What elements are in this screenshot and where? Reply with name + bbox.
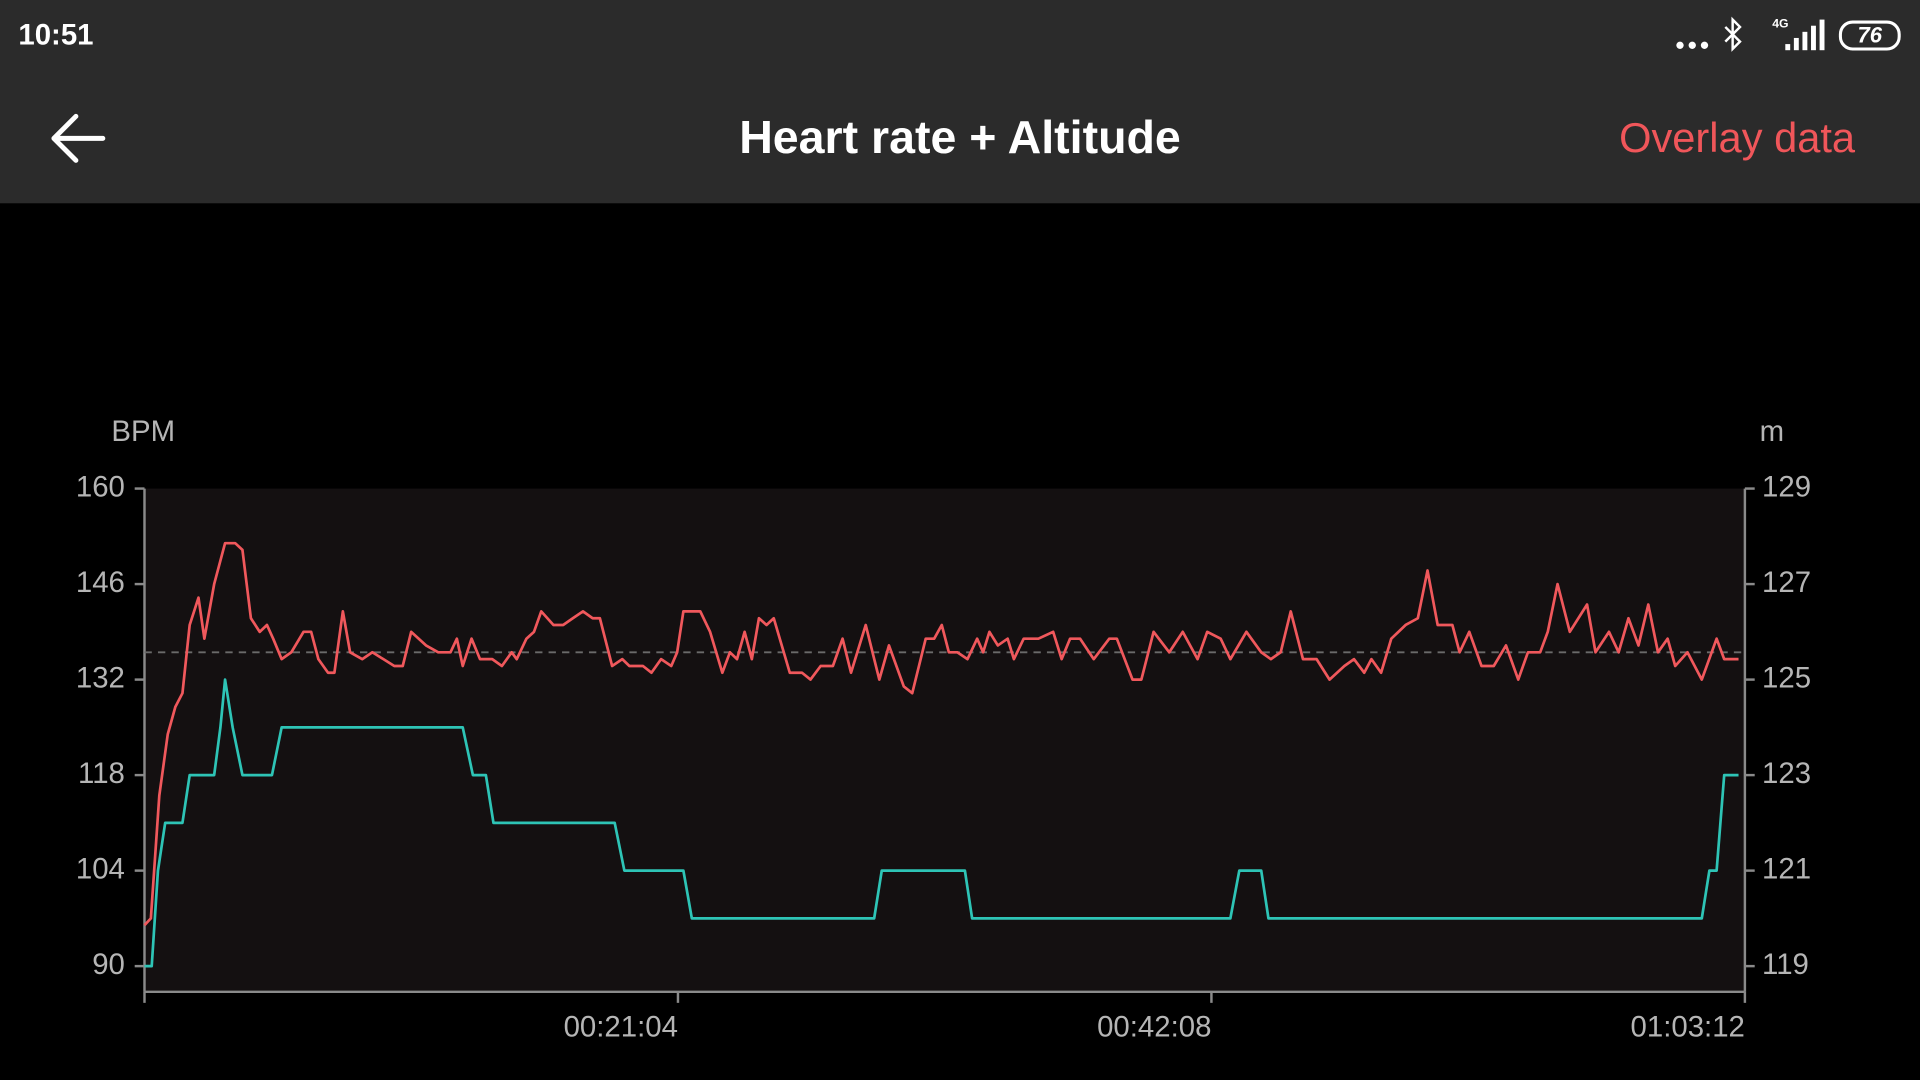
y-tick-label: 132 [76,661,125,694]
y-tick-label: 118 [78,757,125,790]
y2-tick-label: 127 [1762,566,1811,599]
y2-tick-label: 129 [1762,470,1811,503]
signal-bar [1819,19,1825,51]
battery-icon [1838,20,1901,51]
data-line [144,678,1739,968]
overlay-data-button[interactable]: Overlay data [1619,114,1856,161]
y-tick-label: 104 [76,852,125,885]
back-button[interactable] [51,113,106,163]
x-tick-label: 01:03:12 [1631,1010,1745,1043]
y-axis-label: BPM [111,415,175,448]
y2-tick-label: 123 [1762,757,1811,790]
signal-bar [1793,37,1799,51]
signal-bar [1785,44,1791,51]
y-tick-label: 146 [76,566,125,599]
data-line [143,541,1739,927]
dot [1700,41,1709,49]
dot [1676,41,1684,49]
y2-axis-label: m [1760,415,1784,448]
y2-tick-label: 121 [1762,852,1811,885]
signal-bar [1811,25,1816,51]
dot [1688,41,1696,49]
plot-area [144,488,1745,992]
battery-level: 76 [1858,23,1883,48]
axes [143,488,1747,1003]
x-tick-label: 00:42:08 [1097,1010,1211,1043]
y-tick-label: 90 [92,948,125,981]
network-type: 4G [1772,17,1788,31]
y2-tick-label: 125 [1762,661,1811,694]
y-tick-label: 160 [76,470,125,503]
top-bar [0,0,1920,204]
signal-bar [1802,31,1808,51]
status-icons: 4G 76 [1676,16,1901,52]
x-tick-label: 00:21:04 [564,1010,678,1043]
y2-tick-label: 119 [1762,948,1809,981]
bluetooth-icon [1724,16,1742,52]
status-time: 10:51 [18,19,93,52]
page-title: Heart rate + Altitude [739,111,1181,163]
